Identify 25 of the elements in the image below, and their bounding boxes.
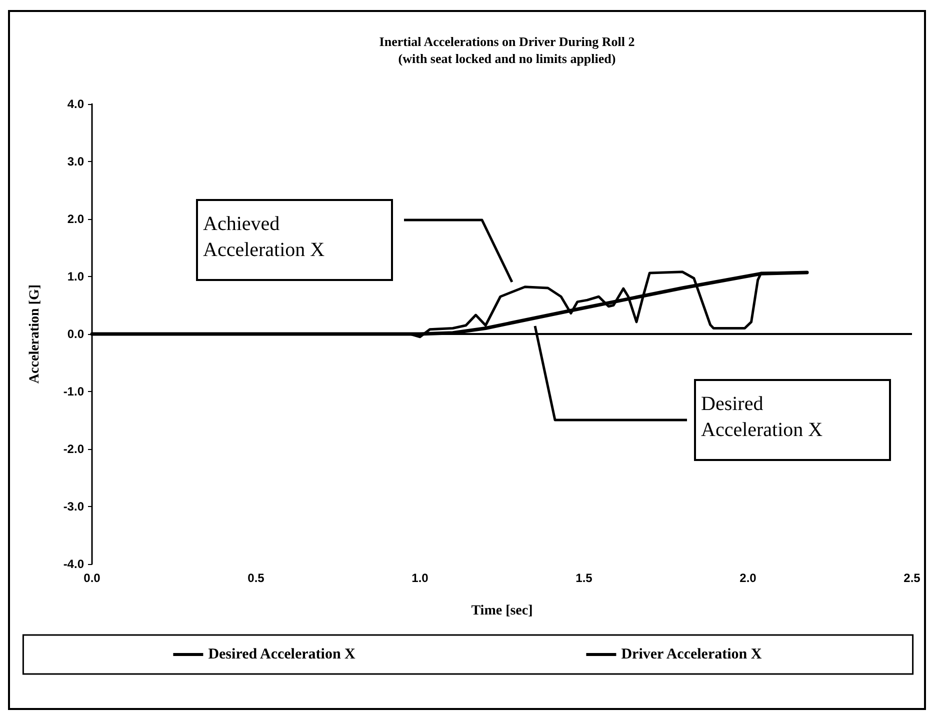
y-tick-label: 2.0 [67,212,84,226]
x-tick-label: 1.0 [412,571,429,585]
y-tick-label: -2.0 [63,442,84,456]
chart-subtitle: (with seat locked and no limits applied) [398,51,616,66]
legend-label: Desired Acceleration X [208,646,356,662]
callout: Desired Acceleration X [534,326,891,461]
x-tick-label: 2.5 [904,571,921,585]
y-axis-title: Acceleration [G] [28,284,42,384]
y-tick-label: 4.0 [67,97,84,111]
x-axis-title: Time [sec] [471,604,533,618]
x-tick-label: 1.5 [576,571,593,585]
annotation: Desired Acceleration X [701,393,824,441]
x-tick-label: 0.5 [248,571,265,585]
y-tick-label: -3.0 [63,500,84,514]
x-tick-label: 0.0 [84,571,101,585]
legend-label: Driver Acceleration X [621,646,762,662]
y-tick-label: 3.0 [67,154,84,168]
annotation: Achieved Acceleration X [203,213,326,261]
y-tick-label: 0.0 [67,327,84,341]
y-tick-label: -4.0 [63,557,84,571]
callout: Achieved Acceleration X [196,199,514,283]
x-tick-label: 2.0 [740,571,757,585]
y-tick-label: 1.0 [67,270,84,284]
y-tick-label: -1.0 [63,384,84,398]
chart-title: Inertial Accelerations on Driver During Roll 2 [379,34,635,49]
